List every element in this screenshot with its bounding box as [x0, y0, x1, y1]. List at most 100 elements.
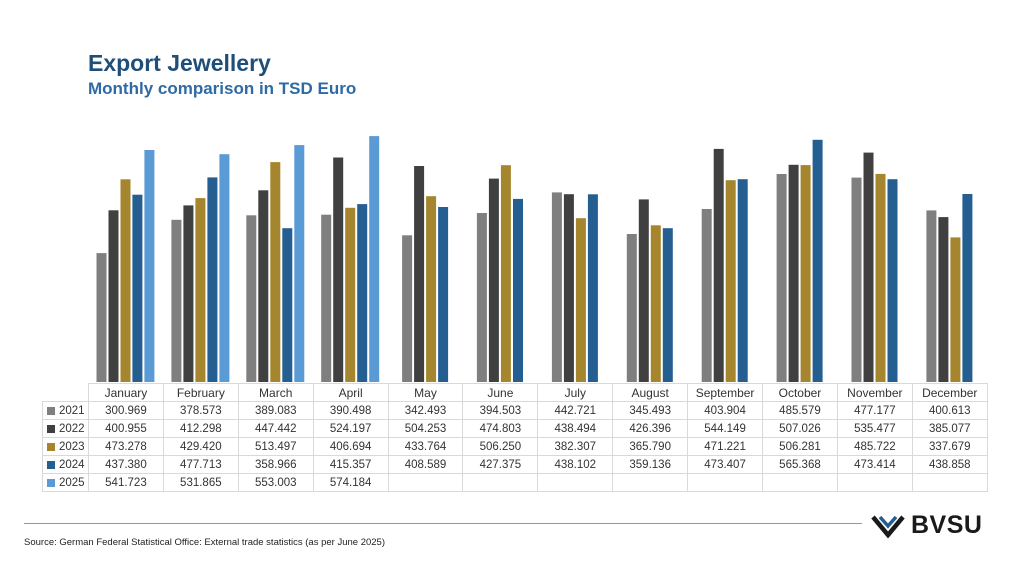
value-cell-2024-november: 473.414 [836, 455, 913, 474]
table-row-2025: 2025 541.723 531.865 553.003 574.184 [42, 473, 988, 492]
bar-2021-december [926, 210, 937, 382]
month-header-november: November [836, 383, 913, 402]
value-cell-2021-february: 378.573 [162, 401, 239, 420]
value-cell-2021-june: 394.503 [462, 401, 539, 420]
bar-2024-october [812, 139, 823, 382]
legend-swatch-2021 [47, 406, 55, 415]
bar-2024-may [438, 207, 449, 382]
value-cell-2025-april: 574.184 [312, 473, 389, 492]
legend-label-2025: 2025 [59, 476, 85, 489]
table-row-2024: 2024 437.380 477.713 358.966 415.357 408.589 4… [42, 455, 988, 474]
value-cell-2022-august: 426.396 [612, 419, 689, 438]
value-cell-2024-march: 358.966 [237, 455, 314, 474]
bar-2024-december [962, 194, 973, 382]
month-header-december: December [911, 383, 988, 402]
value-cell-2025-august [612, 473, 689, 492]
legend-label-2021: 2021 [59, 404, 85, 417]
month-header-april: April [312, 383, 389, 402]
table-row-2021: 2021 300.969 378.573 389.083 390.498 342.493 3… [42, 401, 988, 420]
chart-title: Export Jewellery [88, 50, 271, 76]
value-cell-2021-july: 442.721 [537, 401, 614, 420]
bar-2024-january [132, 194, 143, 382]
value-cell-2025-july [537, 473, 614, 492]
value-cell-2023-december: 337.679 [911, 437, 988, 456]
value-cell-2024-september: 473.407 [687, 455, 764, 474]
bar-2023-october [800, 165, 811, 382]
bar-2021-may [402, 235, 413, 382]
value-cell-2021-december: 400.613 [911, 401, 988, 420]
table-row-2023: 2023 473.278 429.420 513.497 406.694 433.764 5… [42, 437, 988, 456]
value-cell-2025-september [687, 473, 764, 492]
legend-entry-2024: 2024 [42, 455, 89, 474]
value-cell-2025-january: 541.723 [88, 473, 164, 492]
value-cell-2022-october: 507.026 [762, 419, 838, 438]
bar-2021-february [171, 219, 182, 382]
bar-2022-march [258, 190, 269, 382]
bar-2023-november [875, 173, 886, 382]
value-cell-2023-february: 429.420 [162, 437, 239, 456]
bar-2024-april [357, 204, 368, 382]
value-cell-2022-january: 400.955 [88, 419, 164, 438]
legend-swatch-2024 [47, 460, 55, 469]
value-cell-2021-march: 389.083 [237, 401, 314, 420]
bvsu-logo-text: BVSU [911, 511, 983, 539]
bar-2023-september [725, 180, 736, 382]
bar-2022-january [108, 210, 119, 382]
bar-2022-june [488, 178, 499, 382]
bar-2023-june [500, 165, 511, 382]
footer-divider [24, 523, 862, 524]
bar-2022-december [938, 217, 949, 382]
legend-swatch-2022 [47, 424, 55, 433]
value-cell-2022-september: 544.149 [687, 419, 764, 438]
table-corner [43, 384, 89, 402]
value-cell-2024-july: 438.102 [537, 455, 614, 474]
bar-2021-january [96, 253, 107, 382]
bar-2025-february [219, 154, 230, 382]
bar-2021-october [776, 174, 787, 382]
month-header-january: January [88, 383, 164, 402]
bar-2022-october [788, 164, 799, 382]
bar-2022-may [414, 166, 425, 382]
bar-2023-march [270, 162, 281, 382]
bar-2021-november [851, 177, 862, 382]
month-header-february: February [162, 383, 239, 402]
value-cell-2023-august: 365.790 [612, 437, 689, 456]
value-cell-2023-october: 506.281 [762, 437, 838, 456]
month-header-june: June [462, 383, 539, 402]
bar-2024-july [587, 194, 598, 382]
value-cell-2024-december: 438.858 [911, 455, 988, 474]
value-cell-2021-may: 342.493 [387, 401, 464, 420]
bar-2021-september [701, 209, 712, 382]
value-cell-2025-march: 553.003 [237, 473, 314, 492]
value-cell-2025-december [911, 473, 988, 492]
bvsu-logo: BVSU [871, 511, 982, 540]
value-cell-2024-october: 565.368 [762, 455, 838, 474]
bar-2021-august [626, 234, 637, 382]
value-cell-2023-november: 485.722 [836, 437, 913, 456]
bar-2024-february [207, 177, 218, 382]
month-header-march: March [237, 383, 314, 402]
value-cell-2024-february: 477.713 [162, 455, 239, 474]
bar-2023-february [195, 198, 206, 382]
bar-2021-march [246, 215, 257, 382]
bar-2024-august [662, 228, 673, 382]
bar-2023-may [426, 196, 437, 382]
bar-2021-april [321, 214, 332, 382]
value-cell-2023-january: 473.278 [88, 437, 164, 456]
value-cell-2022-february: 412.298 [162, 419, 239, 438]
bar-2023-august [650, 225, 661, 382]
bar-2022-september [713, 148, 724, 382]
month-header-july: July [537, 383, 614, 402]
value-cell-2023-april: 406.694 [312, 437, 389, 456]
value-cell-2021-october: 485.579 [762, 401, 838, 420]
value-cell-2024-april: 415.357 [312, 455, 389, 474]
value-cell-2021-november: 477.177 [836, 401, 913, 420]
legend-swatch-2025 [47, 478, 55, 487]
value-cell-2025-june [462, 473, 539, 492]
legend-entry-2022: 2022 [42, 419, 89, 438]
bar-2021-june [476, 213, 487, 382]
value-cell-2022-may: 504.253 [387, 419, 464, 438]
bar-2024-september [737, 179, 748, 382]
legend-label-2022: 2022 [59, 422, 85, 435]
